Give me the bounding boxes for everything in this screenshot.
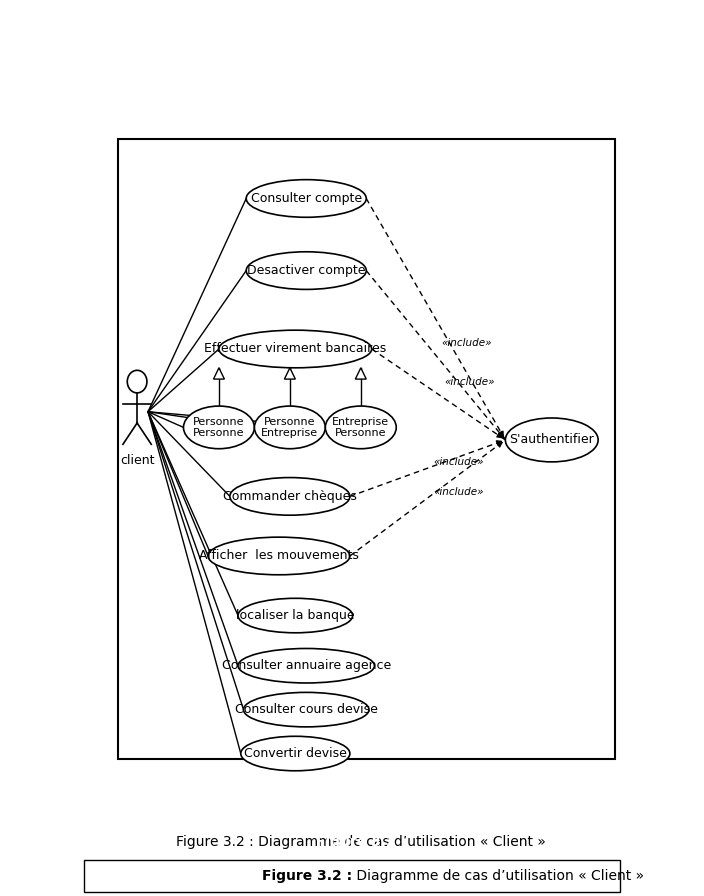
Text: Entreprise
Personne: Entreprise Personne bbox=[332, 417, 389, 438]
Ellipse shape bbox=[238, 649, 375, 683]
Text: Afficher  les mouvements: Afficher les mouvements bbox=[199, 549, 359, 563]
Text: «include»: «include» bbox=[441, 338, 492, 348]
Bar bbox=[118, 139, 615, 760]
Text: Commander chèques: Commander chèques bbox=[223, 490, 357, 503]
Ellipse shape bbox=[241, 737, 350, 771]
Text: Personne
Entreprise: Personne Entreprise bbox=[261, 417, 318, 438]
Polygon shape bbox=[284, 367, 296, 379]
Text: client: client bbox=[120, 454, 154, 468]
Ellipse shape bbox=[230, 478, 350, 515]
Polygon shape bbox=[356, 367, 366, 379]
Text: S'authentifier: S'authentifier bbox=[510, 434, 594, 446]
Ellipse shape bbox=[254, 406, 325, 449]
Ellipse shape bbox=[505, 418, 598, 462]
Text: Figure 3.2 :: Figure 3.2 : bbox=[262, 869, 352, 883]
Text: Effectuer virement bancaires: Effectuer virement bancaires bbox=[204, 342, 386, 356]
Text: Figure 3.2 :: Figure 3.2 : bbox=[315, 835, 406, 849]
Text: Consulter cours devise: Consulter cours devise bbox=[235, 703, 377, 716]
Ellipse shape bbox=[246, 252, 366, 289]
Circle shape bbox=[127, 370, 147, 392]
Text: Desactiver compte: Desactiver compte bbox=[247, 264, 365, 277]
Text: «include»: «include» bbox=[433, 457, 484, 467]
Ellipse shape bbox=[219, 330, 372, 367]
Ellipse shape bbox=[244, 693, 369, 727]
Text: Consulter compte: Consulter compte bbox=[251, 192, 362, 205]
Ellipse shape bbox=[208, 538, 350, 575]
Text: Figure 3.2 : Diagramme de cas d’utilisation « Client »: Figure 3.2 : Diagramme de cas d’utilisat… bbox=[176, 835, 546, 849]
Text: «include»: «include» bbox=[444, 377, 494, 387]
Text: «include»: «include» bbox=[433, 487, 484, 496]
Ellipse shape bbox=[246, 179, 366, 218]
Ellipse shape bbox=[238, 599, 353, 633]
Text: Convertir devise: Convertir devise bbox=[244, 747, 347, 760]
Text: Diagramme de cas d’utilisation « Client »: Diagramme de cas d’utilisation « Client … bbox=[352, 869, 644, 883]
Ellipse shape bbox=[325, 406, 396, 449]
Text: localiser la banque: localiser la banque bbox=[236, 609, 355, 622]
Text: Personne
Personne: Personne Personne bbox=[193, 417, 245, 438]
Polygon shape bbox=[213, 367, 225, 379]
Ellipse shape bbox=[184, 406, 254, 449]
Text: Consulter annuaire agence: Consulter annuaire agence bbox=[222, 659, 391, 672]
